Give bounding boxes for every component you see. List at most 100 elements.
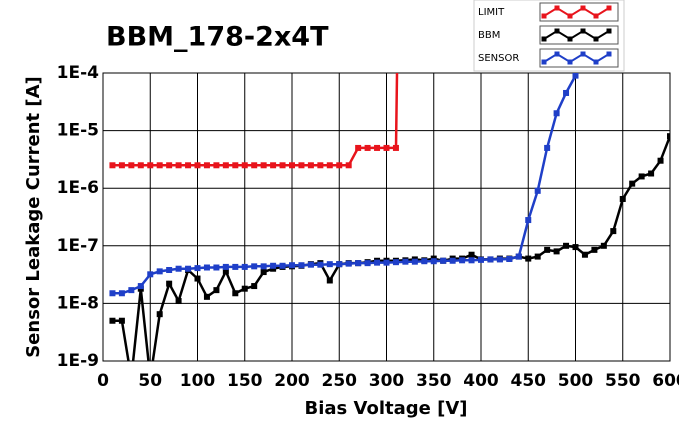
data-point <box>232 290 239 297</box>
data-point <box>194 162 201 169</box>
x-tick-label: 350 <box>416 371 452 391</box>
legend-marker <box>541 36 547 42</box>
y-tick-label: 1E-4 <box>57 63 99 83</box>
data-point <box>336 261 343 268</box>
data-point <box>307 162 314 169</box>
data-point <box>156 311 163 318</box>
data-point <box>326 162 333 169</box>
data-point <box>336 162 343 169</box>
data-point <box>553 248 560 255</box>
data-point <box>629 180 636 187</box>
data-point <box>128 287 135 294</box>
data-point <box>118 317 125 324</box>
data-point <box>591 246 598 253</box>
data-point <box>326 277 333 284</box>
data-point <box>355 260 362 267</box>
data-point <box>118 162 125 169</box>
data-point <box>260 263 267 270</box>
x-tick-label: 150 <box>227 371 263 391</box>
x-tick-label: 600 <box>652 371 679 391</box>
data-point <box>203 162 210 169</box>
data-point <box>270 162 277 169</box>
data-point <box>459 257 466 264</box>
data-point <box>553 110 560 117</box>
data-point <box>109 317 116 324</box>
data-point <box>364 260 371 267</box>
data-point <box>525 217 532 224</box>
legend-marker <box>541 59 547 65</box>
data-point <box>657 157 664 164</box>
legend-marker <box>580 51 586 57</box>
data-point <box>289 262 295 269</box>
data-point <box>667 133 670 140</box>
legend-label: BBM <box>478 30 500 41</box>
data-point <box>468 257 475 264</box>
legend-marker <box>541 13 547 19</box>
data-point <box>383 259 390 266</box>
legend-label: LIMIT <box>478 7 505 18</box>
x-tick-label: 550 <box>605 371 641 391</box>
data-point <box>279 262 286 269</box>
data-point <box>468 251 475 258</box>
data-point <box>534 187 541 194</box>
data-point <box>317 261 324 268</box>
data-point <box>544 144 551 151</box>
data-point <box>251 263 258 270</box>
y-tick-label: 1E-6 <box>57 178 99 198</box>
data-point <box>610 228 617 235</box>
data-point <box>572 73 579 79</box>
data-point <box>374 144 381 151</box>
data-point <box>270 262 277 269</box>
data-point <box>326 261 333 268</box>
data-point <box>440 257 447 264</box>
data-point <box>175 162 182 169</box>
data-point <box>383 144 390 151</box>
data-point <box>364 144 371 151</box>
data-point <box>496 256 503 263</box>
data-point <box>185 162 192 169</box>
legend-marker <box>554 51 560 57</box>
data-point <box>194 275 201 282</box>
data-point <box>109 290 116 297</box>
data-point <box>137 162 144 169</box>
y-tick-label: 1E-8 <box>57 293 99 313</box>
data-point <box>241 162 248 169</box>
data-point <box>563 89 570 96</box>
data-point <box>374 259 381 266</box>
data-point <box>222 162 229 169</box>
x-tick-label: 200 <box>274 371 310 391</box>
data-point <box>203 264 210 271</box>
data-point <box>185 265 192 272</box>
y-tick-label: 1E-5 <box>57 121 99 141</box>
data-point <box>392 144 399 151</box>
y-axis-label: Sensor Leakage Current [A] <box>23 76 44 358</box>
data-point <box>298 162 305 169</box>
data-point <box>392 259 399 266</box>
data-point <box>147 162 154 169</box>
data-point <box>128 162 135 169</box>
data-point <box>194 265 201 272</box>
data-point <box>213 162 220 169</box>
x-tick-label: 250 <box>322 371 358 391</box>
data-point <box>175 298 182 305</box>
x-tick-label: 400 <box>463 371 499 391</box>
data-point <box>572 244 579 251</box>
legend-marker <box>580 5 586 11</box>
data-point <box>222 268 229 275</box>
legend-marker <box>593 13 599 19</box>
data-point <box>260 162 267 169</box>
data-point <box>213 264 220 271</box>
x-tick-label: 300 <box>369 371 405 391</box>
data-point <box>241 263 248 270</box>
data-point <box>156 162 163 169</box>
data-point <box>487 256 494 263</box>
data-point <box>137 283 144 290</box>
legend-items: LIMIT BBM SENSOR <box>478 2 619 68</box>
data-point <box>232 263 239 270</box>
data-point <box>355 144 362 151</box>
y-tick-label: 1E-9 <box>57 351 99 371</box>
data-point <box>166 162 173 169</box>
data-point <box>279 162 286 169</box>
x-tick-label: 50 <box>138 371 162 391</box>
